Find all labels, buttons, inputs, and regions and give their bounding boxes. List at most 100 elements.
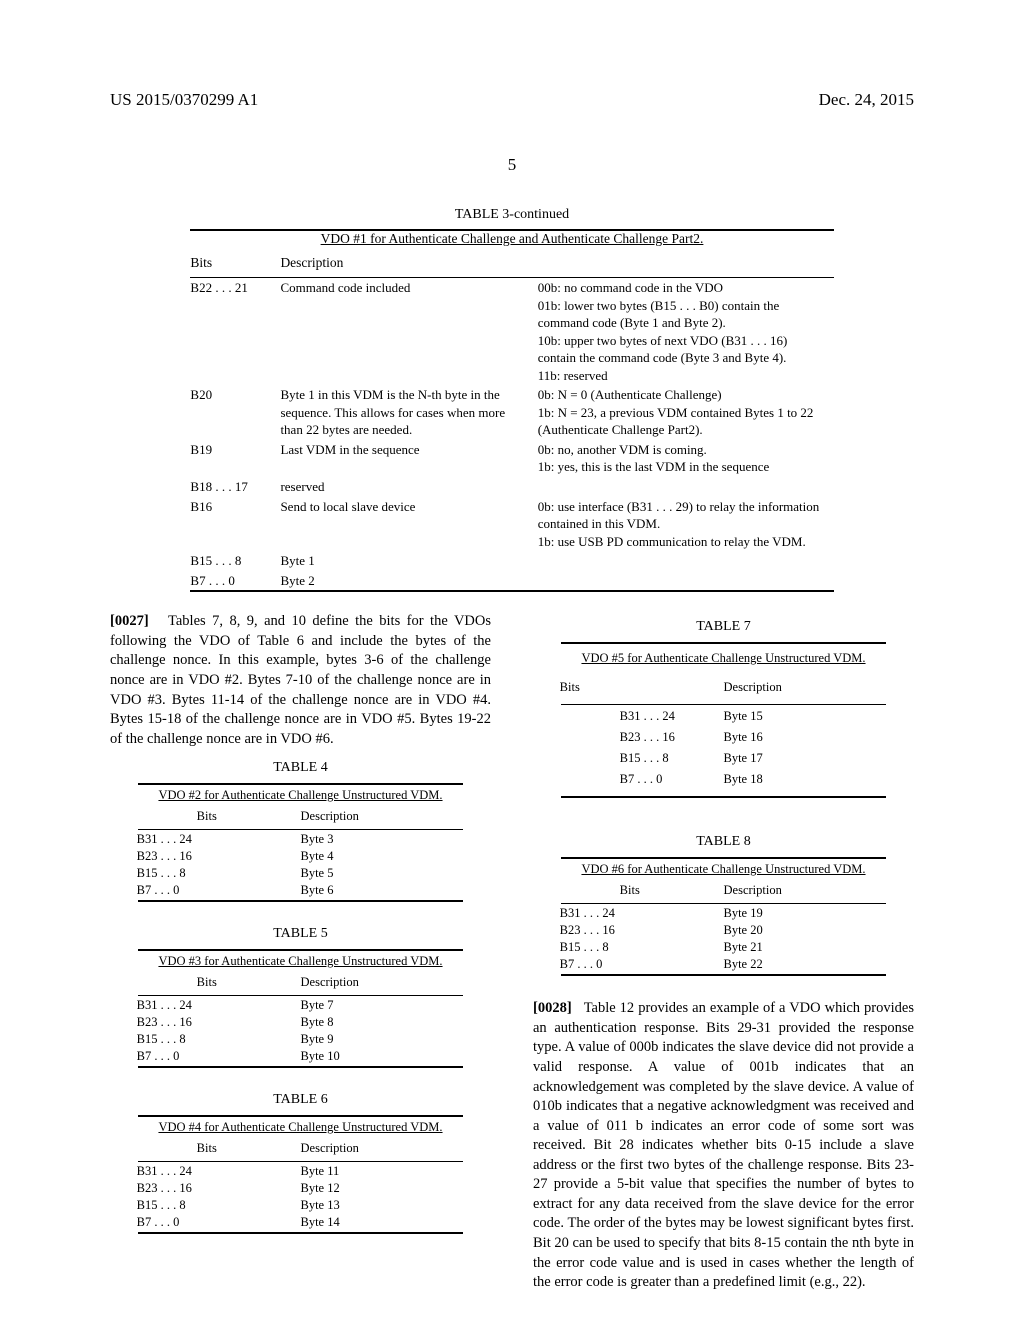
table-6-desc: Byte 13 xyxy=(301,1197,465,1214)
table-3-desc: Last VDM in the sequence xyxy=(280,440,537,477)
table-4-desc: Byte 5 xyxy=(301,865,465,882)
table-8: TABLE 8 VDO #6 for Authenticate Challeng… xyxy=(560,833,888,977)
table-4-desc: Byte 6 xyxy=(301,882,465,899)
table-4-desc: Byte 4 xyxy=(301,848,465,865)
table-3-desc: Send to local slave device xyxy=(280,497,537,552)
table-6-bits: B31 . . . 24 xyxy=(137,1163,301,1180)
table-8-bits: B15 . . . 8 xyxy=(560,939,724,956)
table-6-title: VDO #4 for Authenticate Challenge Unstru… xyxy=(137,1118,465,1137)
table-8-desc: Byte 20 xyxy=(724,922,888,939)
table-7-bits: B23 . . . 16 xyxy=(560,727,724,748)
table-6-header-bits: Bits xyxy=(137,1137,301,1160)
left-column: [0027] Tables 7, 8, 9, and 10 define the… xyxy=(110,612,491,1302)
table-4-bits: B23 . . . 16 xyxy=(137,848,301,865)
table-7-header-desc: Description xyxy=(724,672,888,703)
table-4-desc: Byte 3 xyxy=(301,831,465,848)
table-8-bits: B31 . . . 24 xyxy=(560,905,724,922)
table-5-header-bits: Bits xyxy=(137,971,301,994)
table-7-header-bits: Bits xyxy=(560,672,724,703)
table-5-bits: B23 . . . 16 xyxy=(137,1014,301,1031)
table-7: TABLE 7 VDO #5 for Authenticate Challeng… xyxy=(560,618,888,799)
table-5-bits: B7 . . . 0 xyxy=(137,1048,301,1065)
table-8-desc: Byte 22 xyxy=(724,956,888,973)
publication-date: Dec. 24, 2015 xyxy=(819,90,914,110)
table-5-bits: B15 . . . 8 xyxy=(137,1031,301,1048)
table-5-container: TABLE 5 VDO #3 for Authenticate Challeng… xyxy=(137,925,465,1069)
table-3-extra xyxy=(538,571,834,591)
table-3-extra xyxy=(538,551,834,571)
table-6-container: TABLE 6 VDO #4 for Authenticate Challeng… xyxy=(137,1091,465,1235)
table-3-bits: B18 . . . 17 xyxy=(190,477,280,497)
table-3-caption: TABLE 3-continued xyxy=(190,205,833,229)
table-5: TABLE 5 VDO #3 for Authenticate Challeng… xyxy=(137,925,465,1069)
table-7-container: TABLE 7 VDO #5 for Authenticate Challeng… xyxy=(560,618,888,799)
table-4-bits: B31 . . . 24 xyxy=(137,831,301,848)
table-8-header-bits: Bits xyxy=(560,879,724,902)
table-8-bits: B23 . . . 16 xyxy=(560,922,724,939)
para-0027-text: Tables 7, 8, 9, and 10 define the bits f… xyxy=(110,613,491,746)
table-3-desc: Byte 2 xyxy=(280,571,537,591)
table-3-extra: 00b: no command code in the VDO 01b: low… xyxy=(538,278,834,385)
table-5-title: VDO #3 for Authenticate Challenge Unstru… xyxy=(137,952,465,971)
table-7-title: VDO #5 for Authenticate Challenge Unstru… xyxy=(560,645,888,672)
table-3-container: TABLE 3-continued VDO #1 for Authenticat… xyxy=(190,205,833,592)
table-5-desc: Byte 9 xyxy=(301,1031,465,1048)
table-4-title: VDO #2 for Authenticate Challenge Unstru… xyxy=(137,786,465,805)
table-3-bits: B16 xyxy=(190,497,280,552)
table-8-caption: TABLE 8 xyxy=(560,833,888,856)
table-7-bits: B15 . . . 8 xyxy=(560,748,724,769)
paragraph-0027: [0027] Tables 7, 8, 9, and 10 define the… xyxy=(110,612,491,749)
table-8-header-desc: Description xyxy=(724,879,888,902)
table-5-caption: TABLE 5 xyxy=(137,925,465,948)
table-3-desc: reserved xyxy=(280,477,537,497)
table-7-desc: Byte 17 xyxy=(724,748,888,769)
table-6-desc: Byte 11 xyxy=(301,1163,465,1180)
table-4-header-desc: Description xyxy=(301,805,465,828)
table-3-bits: B7 . . . 0 xyxy=(190,571,280,591)
table-5-bits: B31 . . . 24 xyxy=(137,997,301,1014)
table-4: TABLE 4 VDO #2 for Authenticate Challeng… xyxy=(137,759,465,903)
table-4-header-bits: Bits xyxy=(137,805,301,828)
para-0028-text: Table 12 provides an example of a VDO wh… xyxy=(533,1000,914,1290)
table-7-desc: Byte 18 xyxy=(724,769,888,790)
table-3-header-desc: Description xyxy=(280,249,537,277)
table-6-bits: B15 . . . 8 xyxy=(137,1197,301,1214)
table-4-caption: TABLE 4 xyxy=(137,759,465,782)
table-8-title: VDO #6 for Authenticate Challenge Unstru… xyxy=(560,860,888,879)
table-6-bits: B7 . . . 0 xyxy=(137,1214,301,1231)
table-5-desc: Byte 7 xyxy=(301,997,465,1014)
table-7-caption: TABLE 7 xyxy=(560,618,888,641)
publication-number: US 2015/0370299 A1 xyxy=(110,90,258,110)
table-3-extra xyxy=(538,477,834,497)
table-3-bits: B15 . . . 8 xyxy=(190,551,280,571)
table-7-bits: B31 . . . 24 xyxy=(560,706,724,727)
table-3-extra: 0b: N = 0 (Authenticate Challenge) 1b: N… xyxy=(538,385,834,440)
table-3-desc: Byte 1 in this VDM is the N-th byte in t… xyxy=(280,385,537,440)
right-column: TABLE 7 VDO #5 for Authenticate Challeng… xyxy=(533,612,914,1302)
table-4-container: TABLE 4 VDO #2 for Authenticate Challeng… xyxy=(137,759,465,903)
table-3-bits: B22 . . . 21 xyxy=(190,278,280,385)
table-6-desc: Byte 12 xyxy=(301,1180,465,1197)
table-3-desc: Command code included xyxy=(280,278,537,385)
table-4-bits: B15 . . . 8 xyxy=(137,865,301,882)
table-6-bits: B23 . . . 16 xyxy=(137,1180,301,1197)
table-3-header-bits: Bits xyxy=(190,249,280,277)
table-5-desc: Byte 8 xyxy=(301,1014,465,1031)
table-3-extra: 0b: no, another VDM is coming. 1b: yes, … xyxy=(538,440,834,477)
table-3-bits: B20 xyxy=(190,385,280,440)
table-3-title: VDO #1 for Authenticate Challenge and Au… xyxy=(190,231,833,249)
table-6: TABLE 6 VDO #4 for Authenticate Challeng… xyxy=(137,1091,465,1235)
page: US 2015/0370299 A1 Dec. 24, 2015 5 TABLE… xyxy=(0,0,1024,1320)
table-8-desc: Byte 21 xyxy=(724,939,888,956)
table-8-bits: B7 . . . 0 xyxy=(560,956,724,973)
table-8-desc: Byte 19 xyxy=(724,905,888,922)
table-5-header-desc: Description xyxy=(301,971,465,994)
table-3-bits: B19 xyxy=(190,440,280,477)
table-3-extra: 0b: use interface (B31 . . . 29) to rela… xyxy=(538,497,834,552)
table-7-desc: Byte 15 xyxy=(724,706,888,727)
body-columns: [0027] Tables 7, 8, 9, and 10 define the… xyxy=(110,612,914,1302)
page-number: 5 xyxy=(110,155,914,175)
table-3: TABLE 3-continued VDO #1 for Authenticat… xyxy=(190,205,833,592)
table-6-desc: Byte 14 xyxy=(301,1214,465,1231)
table-4-bits: B7 . . . 0 xyxy=(137,882,301,899)
